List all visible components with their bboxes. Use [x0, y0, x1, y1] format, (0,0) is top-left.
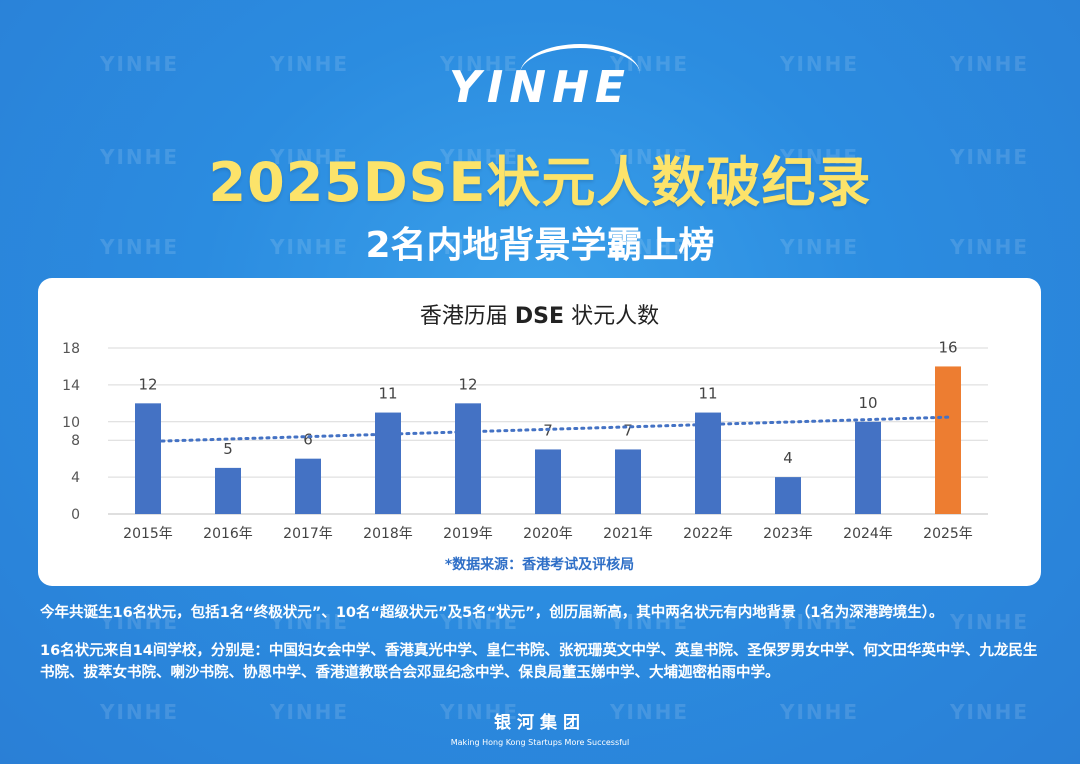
trendline	[146, 415, 950, 443]
bar	[615, 449, 641, 514]
watermark-text: YINHE	[780, 52, 860, 76]
data-label: 11	[698, 385, 717, 403]
x-tick-label: 2021年	[603, 526, 653, 542]
bar	[375, 412, 401, 514]
chart-title-suffix: 状元人数	[571, 304, 660, 329]
watermark-text: YINHE	[100, 610, 180, 634]
watermark-text: YINHE	[440, 700, 520, 724]
x-tick-label: 2016年	[203, 526, 253, 542]
watermark-text: YINHE	[100, 235, 180, 259]
x-tick-label: 2022年	[683, 526, 733, 542]
watermark-text: YINHE	[100, 52, 180, 76]
logo-arc-icon	[520, 44, 640, 84]
chart-title: 香港历届 DSE 状元人数	[38, 298, 1041, 330]
data-label: 12	[138, 375, 157, 393]
x-tick-label: 2018年	[363, 526, 413, 542]
yinhe-logo: YINHE	[0, 44, 1080, 113]
watermark-text: YINHE	[780, 700, 860, 724]
data-label: 16	[938, 338, 957, 356]
watermark-text: YINHE	[950, 52, 1030, 76]
x-tick-label: 2023年	[763, 526, 813, 542]
bar	[775, 477, 801, 514]
y-tick-label: 4	[71, 470, 80, 486]
data-label: 12	[458, 375, 477, 393]
watermark-text: YINHE	[440, 610, 520, 634]
watermark-text: YINHE	[950, 145, 1030, 169]
chart-card: 香港历届 DSE 状元人数 0 4 8 10 14 18 12 2015年 5 2016年 6 201…	[38, 278, 1041, 586]
bar	[935, 366, 961, 514]
y-tick-label: 10	[62, 415, 80, 431]
bar	[695, 412, 721, 514]
data-label: 7	[623, 421, 633, 439]
watermark-text: YINHE	[440, 235, 520, 259]
watermark-text: YINHE	[610, 145, 690, 169]
watermark-text: YINHE	[270, 52, 350, 76]
description-schools: 16名状元来自14间学校，分别是：中国妇女会中学、香港真光中学、皇仁书院、张祝珊…	[40, 643, 1038, 681]
data-label: 4	[783, 449, 793, 467]
y-tick-label: 0	[71, 507, 80, 523]
chart-title-prefix: 香港历届	[419, 304, 508, 329]
bar-chart: 0 4 8 10 14 18 12 2015年 5 2016年 6 2017年 11 2018年 12 201…	[62, 338, 988, 542]
watermark-text: YINHE	[100, 700, 180, 724]
page-subtitle: 2名内地背景学霸上榜	[365, 225, 715, 266]
y-tick-label: 14	[62, 378, 80, 394]
bar	[455, 403, 481, 514]
footer-company-name: 银河集团	[494, 713, 586, 733]
watermark-text: YINHE	[950, 700, 1030, 724]
watermark-text: YINHE	[950, 235, 1030, 259]
data-label: 11	[378, 385, 397, 403]
watermark-text: YINHE	[950, 610, 1030, 634]
watermark-text: YINHE	[780, 145, 860, 169]
watermark-text: YINHE	[440, 145, 520, 169]
data-label: 5	[223, 440, 233, 458]
watermark-text: YINHE	[100, 145, 180, 169]
data-label: 6	[303, 431, 313, 449]
watermark-text: YINHE	[270, 145, 350, 169]
watermark-text: YINHE	[270, 700, 350, 724]
y-tick-label: 18	[62, 341, 80, 357]
watermark-text: YINHE	[270, 235, 350, 259]
footer-slogan: Making Hong Kong Startups More Successfu…	[450, 738, 630, 747]
page-title: 2025DSE状元人数破纪录	[208, 151, 872, 214]
bar	[855, 421, 881, 514]
watermark-text: YINHE	[270, 610, 350, 634]
x-tick-label: 2024年	[843, 526, 893, 542]
bar	[135, 403, 161, 514]
bar	[295, 458, 321, 514]
watermark-text: YINHE	[780, 235, 860, 259]
watermark-text: YINHE	[610, 610, 690, 634]
chart-title-bold: DSE	[514, 304, 565, 329]
watermark-text: YINHE	[610, 235, 690, 259]
watermark-text: YINHE	[440, 52, 520, 76]
description-summary: 今年共诞生16名状元，包括1名“终极状元”、10名“超级状元”及5名“状元”，创…	[40, 605, 944, 621]
y-tick-label: 8	[71, 433, 80, 449]
data-source: *数据来源：香港考试及评核局	[444, 557, 635, 573]
bar	[215, 467, 241, 514]
watermark-text: YINHE	[610, 700, 690, 724]
x-tick-label: 2015年	[123, 526, 173, 542]
x-tick-label: 2025年	[923, 526, 973, 542]
x-tick-label: 2017年	[283, 526, 333, 542]
x-tick-label: 2020年	[523, 526, 573, 542]
data-label: 10	[858, 394, 877, 412]
watermark-text: YINHE	[780, 610, 860, 634]
x-tick-label: 2019年	[443, 526, 493, 542]
bar	[535, 449, 561, 514]
